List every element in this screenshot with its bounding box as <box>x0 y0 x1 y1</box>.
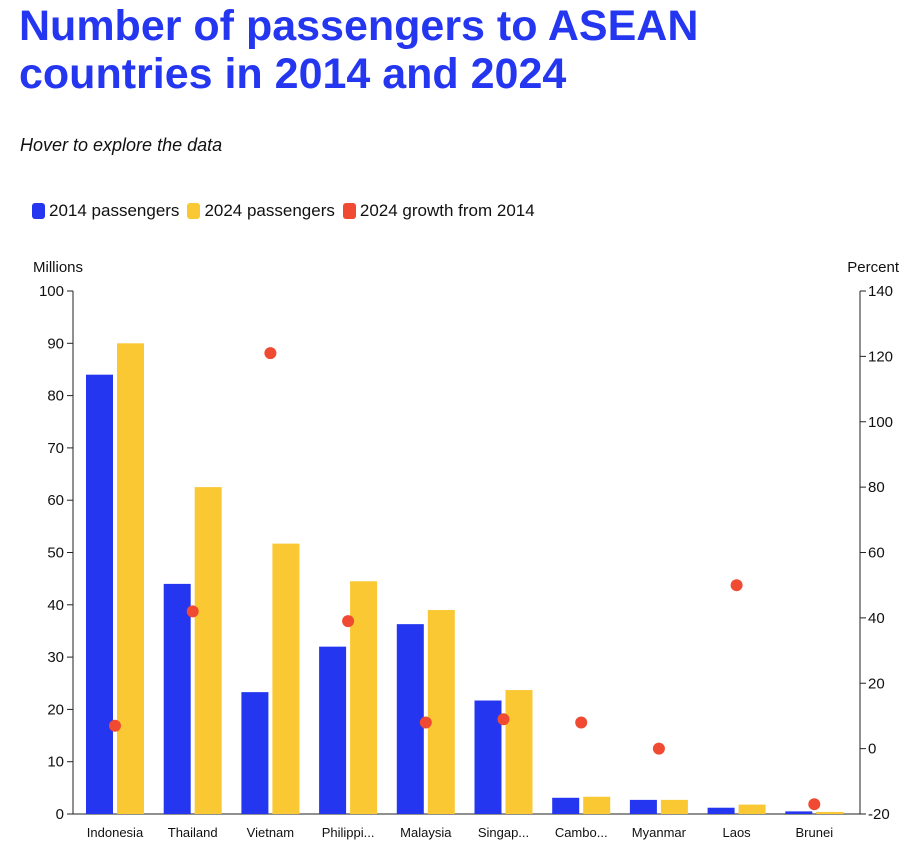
bar-2024[interactable] <box>505 690 533 814</box>
legend: 2014 passengers 2024 passengers 2024 gro… <box>32 201 543 221</box>
axes: 0 10 20 30 40 50 60 70 80 90 100 -20 0 20 40 60 80 100 120… <box>39 283 893 823</box>
chart-title: Number of passengers to ASEAN countries … <box>19 2 699 98</box>
chart-subtitle: Hover to explore the data <box>20 135 223 155</box>
left-tick-label: 10 <box>47 754 64 771</box>
bar-2014[interactable] <box>707 807 735 814</box>
category-label: Brunei <box>796 825 834 840</box>
bar-2014[interactable] <box>86 374 113 814</box>
category-label: Indonesia <box>87 825 144 840</box>
left-tick-label: 40 <box>47 597 64 614</box>
legend-item-2014[interactable]: 2014 passengers <box>32 201 179 221</box>
legend-swatch-2024 <box>187 203 201 219</box>
category-labels: Indonesia Thailand Vietnam Philippi... Malay… <box>87 825 833 840</box>
legend-swatch-2014 <box>32 203 45 219</box>
category-label: Cambo... <box>555 825 608 840</box>
bar-2024[interactable] <box>660 799 688 814</box>
legend-item-2024[interactable]: 2024 passengers <box>187 201 335 221</box>
bars <box>86 343 844 814</box>
category-label: Singap... <box>478 825 529 840</box>
growth-dot[interactable] <box>419 716 432 729</box>
bar-2024[interactable] <box>816 811 844 814</box>
bar-2024[interactable] <box>194 487 222 814</box>
growth-dot[interactable] <box>652 742 665 755</box>
category-label: Malaysia <box>400 825 452 840</box>
bar-2024[interactable] <box>350 581 378 814</box>
bar-2014[interactable] <box>163 583 191 814</box>
bar-2014[interactable] <box>785 811 813 814</box>
right-tick-label: 40 <box>868 610 885 627</box>
legend-label-2024: 2024 passengers <box>204 201 335 220</box>
bar-2024[interactable] <box>738 804 766 814</box>
category-label: Thailand <box>168 825 218 840</box>
growth-dot[interactable] <box>575 716 588 729</box>
legend-label-growth: 2024 growth from 2014 <box>359 201 535 220</box>
left-tick-label: 60 <box>47 492 64 509</box>
right-tick-label: 0 <box>868 741 876 758</box>
bar-2024[interactable] <box>427 610 455 814</box>
left-tick-label: 80 <box>47 388 64 405</box>
right-tick-label: -20 <box>868 806 890 823</box>
chart-area: Millions Percent 0 10 20 30 40 50 60 70 80 90 100 -… <box>33 259 900 840</box>
growth-dot[interactable] <box>109 719 121 732</box>
right-axis-title: Percent <box>847 259 900 276</box>
category-label: Vietnam <box>247 825 294 840</box>
bar-2024[interactable] <box>117 343 144 814</box>
category-label: Laos <box>722 825 751 840</box>
growth-dot[interactable] <box>730 579 743 592</box>
left-tick-label: 0 <box>56 806 64 823</box>
growth-dot[interactable] <box>186 605 199 618</box>
legend-swatch-growth <box>342 203 356 219</box>
left-tick-label: 20 <box>47 701 64 718</box>
right-tick-label: 120 <box>868 348 893 365</box>
growth-dot[interactable] <box>342 615 355 628</box>
bar-2024[interactable] <box>272 543 300 814</box>
left-tick-label: 100 <box>39 283 64 300</box>
left-axis-title: Millions <box>33 259 83 276</box>
left-tick-label: 70 <box>47 440 64 457</box>
right-tick-label: 20 <box>868 675 885 692</box>
growth-dot[interactable] <box>808 798 821 811</box>
left-tick-label: 30 <box>47 649 64 666</box>
category-label: Philippi... <box>322 825 375 840</box>
right-tick-label: 60 <box>868 545 885 562</box>
bar-2014[interactable] <box>474 700 502 814</box>
left-tick-label: 90 <box>47 335 64 352</box>
right-tick-label: 80 <box>868 479 885 496</box>
right-tick-label: 140 <box>868 283 893 300</box>
growth-dots <box>109 347 821 811</box>
category-label: Myanmar <box>632 825 687 840</box>
growth-dot[interactable] <box>264 347 277 360</box>
growth-dot[interactable] <box>497 713 510 726</box>
bar-2014[interactable] <box>319 646 347 814</box>
legend-label-2014: 2014 passengers <box>49 201 180 220</box>
legend-item-growth[interactable]: 2024 growth from 2014 <box>342 201 535 221</box>
bar-2014[interactable] <box>552 797 580 814</box>
bar-2024[interactable] <box>583 796 611 814</box>
left-tick-label: 50 <box>47 545 64 562</box>
bar-2014[interactable] <box>396 624 424 814</box>
right-tick-label: 100 <box>868 414 893 431</box>
bar-2014[interactable] <box>241 692 269 814</box>
bar-2014[interactable] <box>629 799 657 814</box>
